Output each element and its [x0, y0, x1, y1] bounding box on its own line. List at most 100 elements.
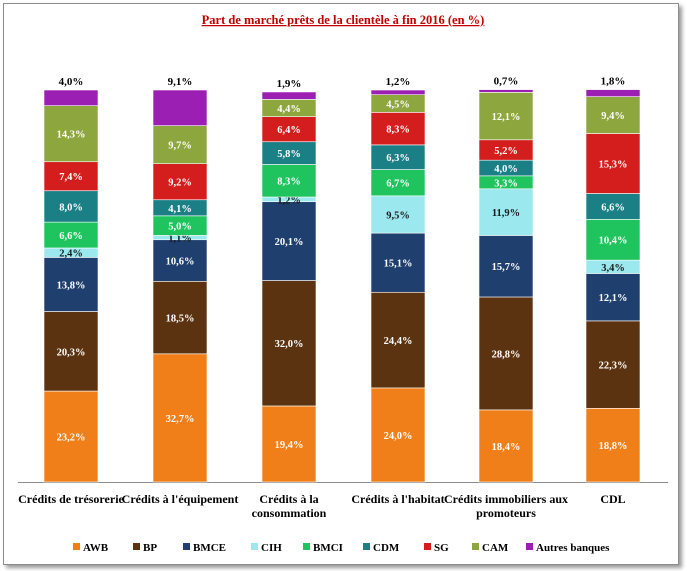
legend-label: CAM	[482, 542, 509, 554]
data-label: 4,4%	[277, 104, 301, 115]
bar-segment	[43, 257, 99, 312]
legend-swatch	[251, 543, 258, 550]
bar-segment	[43, 89, 99, 106]
plot-area: 23,2% 20,3% 13,8% 2,4% 6,6% 8,0% 7,4% 14,3% 4,0%…	[18, 76, 668, 520]
legend-swatch	[363, 543, 370, 550]
data-label: 1,2%	[277, 195, 301, 206]
data-label: 9,5%	[386, 210, 410, 221]
data-label: 10,6%	[166, 257, 195, 268]
bar-segment	[261, 116, 317, 143]
data-label: 8,0%	[59, 202, 83, 213]
legend-swatch	[183, 543, 190, 550]
data-label: 5,8%	[277, 149, 301, 160]
data-label: 24,0%	[384, 431, 413, 442]
data-label: 6,4%	[277, 125, 301, 136]
x-tick-label: consommation	[252, 506, 327, 520]
bar-segment	[43, 221, 99, 249]
bar-segment	[43, 390, 99, 483]
data-label: 12,1%	[599, 293, 628, 304]
data-label: 28,8%	[492, 349, 521, 360]
bar-segment	[370, 387, 426, 483]
legend-swatch	[303, 543, 310, 550]
bar-segment	[370, 144, 426, 170]
data-label: 15,3%	[599, 160, 628, 171]
x-tick-label: Crédits à la	[259, 492, 318, 506]
bar-segment	[261, 164, 317, 198]
bar-segment	[370, 232, 426, 293]
data-label: 5,2%	[494, 146, 518, 157]
x-tick-label: CDL	[600, 492, 625, 506]
legend-label: CDM	[373, 542, 400, 554]
data-label: 11,9%	[492, 208, 520, 219]
bar-segment	[585, 96, 641, 134]
data-label: 0,7%	[494, 76, 519, 88]
data-label: 32,7%	[166, 414, 195, 425]
data-label: 18,4%	[492, 442, 521, 453]
data-label: 7,4%	[59, 172, 83, 183]
data-label: 6,6%	[601, 202, 625, 213]
bar-segment	[585, 89, 641, 97]
bar-segment	[478, 296, 534, 411]
data-label: 20,3%	[57, 347, 86, 358]
data-label: 12,1%	[492, 112, 521, 123]
chart-title: Part de marché prêts de la clientèle à f…	[202, 13, 485, 27]
bar-segment	[261, 91, 317, 100]
data-label: 10,4%	[599, 236, 628, 247]
legend-label: BMCE	[193, 542, 226, 554]
data-label: 1,2%	[386, 76, 411, 88]
bar-segment	[585, 219, 641, 261]
bar-segment	[152, 163, 208, 201]
legend: AWB BP BMCE CIH BMCI CDM SG CAM Autres banques	[73, 542, 610, 554]
bar-segment	[370, 112, 426, 146]
bar-segment	[43, 161, 99, 192]
data-label: 6,6%	[59, 231, 83, 242]
bar-segment	[370, 169, 426, 197]
bar-segment	[585, 193, 641, 220]
data-label: 4,0%	[59, 76, 84, 88]
data-label: 9,1%	[168, 76, 193, 88]
data-label: 9,4%	[601, 111, 625, 122]
legend-swatch	[526, 543, 533, 550]
x-tick-label: Crédits à l'habitat	[351, 492, 444, 506]
data-label: 4,5%	[386, 100, 410, 111]
data-label: 22,3%	[599, 361, 628, 372]
data-label: 9,7%	[168, 141, 192, 152]
legend-label: BMCI	[313, 542, 343, 554]
x-tick-label: Crédits de trésorerie	[18, 492, 124, 506]
legend-label: BP	[143, 542, 157, 554]
legend-label: Autres banques	[536, 542, 610, 554]
bar-segment	[370, 89, 426, 96]
data-label: 6,3%	[386, 153, 410, 164]
bar-segment	[478, 188, 534, 236]
bar-segment	[261, 280, 317, 407]
bar-segment	[370, 291, 426, 389]
x-tick-label: Crédits à l'équipement	[122, 492, 239, 506]
data-label: 15,1%	[384, 259, 413, 270]
data-label: 1,1%	[168, 234, 192, 245]
legend-label: AWB	[83, 542, 109, 554]
bar-segment	[43, 190, 99, 223]
bar-segment	[152, 239, 208, 282]
data-label: 1,9%	[277, 78, 302, 90]
bar-segment	[585, 408, 641, 483]
data-label: 6,7%	[386, 179, 410, 190]
bar-segment	[152, 280, 208, 355]
legend-swatch	[424, 543, 431, 550]
data-label: 18,5%	[166, 314, 195, 325]
legend-swatch	[472, 543, 479, 550]
legend-label: CIH	[261, 542, 282, 554]
bar-segment	[585, 133, 641, 194]
data-label: 1,8%	[601, 76, 626, 88]
bar-segment	[585, 273, 641, 322]
data-label: 3,3%	[494, 178, 518, 189]
data-label: 4,1%	[168, 204, 192, 215]
bar-segment	[478, 235, 534, 298]
data-label: 19,4%	[275, 440, 304, 451]
x-tick-label: Crédits immobiliers aux	[444, 492, 568, 506]
bar-segment	[152, 125, 208, 164]
legend-swatch	[133, 543, 140, 550]
data-label: 18,8%	[599, 441, 628, 452]
data-label: 5,0%	[168, 222, 192, 233]
data-label: 2,4%	[59, 249, 83, 260]
data-label: 20,1%	[275, 237, 304, 248]
